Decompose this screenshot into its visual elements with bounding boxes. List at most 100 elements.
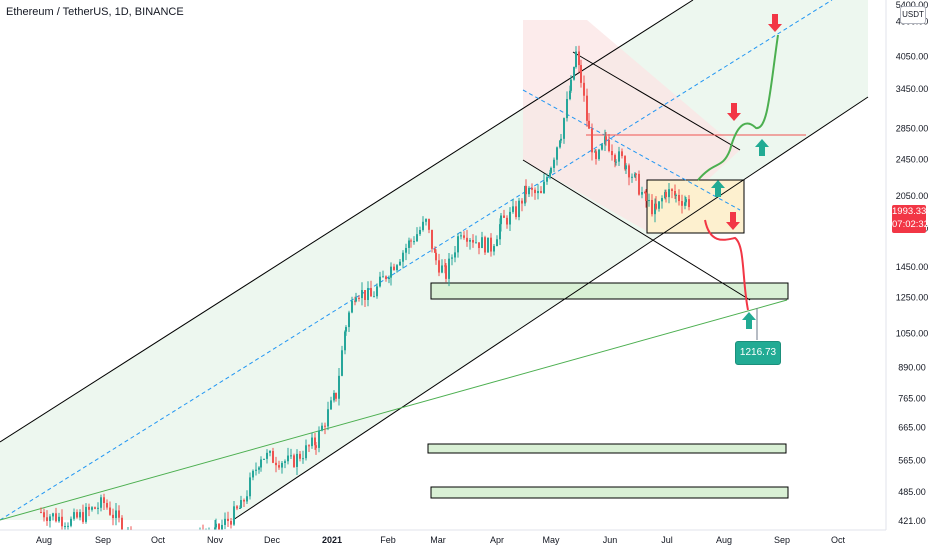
candle-body — [524, 185, 526, 204]
candle-body — [405, 247, 407, 253]
price-tick-15: 485.00 — [898, 487, 926, 497]
candle-body — [399, 261, 401, 266]
candle-body — [52, 513, 54, 517]
time-axis-panel — [0, 530, 886, 550]
candle-body — [625, 165, 627, 170]
candle-body — [341, 350, 343, 376]
candle-body — [373, 296, 375, 298]
time-tick-12: Aug — [716, 535, 732, 545]
candle-body — [230, 520, 232, 525]
candle-body — [236, 506, 238, 509]
candle-body — [64, 526, 66, 528]
candle-body — [665, 192, 667, 198]
candle-body — [419, 229, 421, 235]
candle-body — [351, 300, 353, 313]
candle-body — [466, 237, 468, 242]
price-tick-8: 1450.00 — [896, 262, 929, 272]
price-tick-16: 421.00 — [898, 516, 926, 526]
candle-body — [221, 524, 223, 530]
price-tick-6: 2050.00 — [896, 191, 929, 201]
candle-body — [272, 451, 274, 463]
candle-body — [595, 151, 597, 160]
candle-body — [543, 181, 545, 194]
candle-body — [422, 221, 424, 230]
candle-body — [311, 437, 313, 447]
candle-body — [496, 239, 498, 247]
descending-channel-lower — [522, 159, 751, 301]
price-tick-5: 2450.00 — [896, 154, 929, 164]
candle-body — [472, 239, 474, 243]
candle-body — [73, 512, 75, 519]
price-tick-10: 1050.00 — [896, 328, 929, 338]
candle-body — [97, 507, 99, 509]
candle-body — [546, 177, 548, 182]
candle-body — [586, 95, 588, 121]
candle-body — [314, 437, 316, 446]
green-arrow-icon — [755, 139, 769, 156]
time-tick-13: Sep — [774, 535, 790, 545]
candle-body — [435, 252, 437, 261]
candle-body — [367, 288, 369, 300]
candle-body — [246, 496, 248, 502]
time-tick-0: Aug — [36, 535, 52, 545]
long-term-trendline — [0, 299, 788, 521]
candle-body — [478, 242, 480, 249]
candle-body — [553, 159, 555, 168]
candle-body — [560, 138, 562, 141]
candle-body — [648, 200, 650, 202]
candle-body — [330, 400, 332, 410]
candle-body — [431, 229, 433, 249]
bullish-scenario-path — [697, 34, 779, 181]
candle-body — [615, 161, 617, 163]
candle-body — [635, 173, 637, 175]
candle-body — [487, 237, 489, 253]
candle-body — [645, 192, 647, 201]
candle-body — [115, 510, 117, 519]
candle-body — [451, 257, 453, 259]
candle-body — [624, 156, 626, 170]
candle-body — [348, 312, 350, 328]
candle-body — [684, 202, 686, 206]
candle-body — [631, 176, 633, 178]
time-tick-1: Sep — [95, 535, 111, 545]
candle-body — [512, 206, 514, 212]
candle-body — [678, 194, 680, 202]
candle-body — [434, 248, 436, 253]
candle-body — [654, 203, 656, 215]
time-axis[interactable]: Aug Sep Oct Nov Dec 2021 Feb Mar Apr May Jun Jul Aug… — [36, 535, 846, 545]
time-tick-4: Dec — [264, 535, 281, 545]
candle-body — [239, 507, 241, 509]
time-tick-8: Apr — [490, 535, 504, 545]
candle-body — [628, 165, 630, 178]
candle-body — [583, 82, 585, 96]
currency-badge[interactable]: USDT — [900, 6, 926, 24]
candle-body — [540, 191, 542, 194]
candle-body — [67, 525, 69, 527]
candle-body — [215, 523, 217, 528]
candle-body — [40, 512, 42, 514]
candle-body — [438, 260, 440, 273]
candle-body — [249, 477, 251, 497]
candle-body — [308, 445, 310, 447]
current-price-tag: 1993.33 07:02:32 — [892, 205, 929, 233]
candle-body — [413, 241, 415, 243]
red-arrow-icon — [726, 212, 740, 230]
candle-body — [685, 199, 687, 203]
candle-body — [315, 445, 317, 448]
candle-body — [525, 185, 527, 195]
candle-body — [578, 51, 580, 66]
candle-body — [396, 265, 398, 271]
current-price: 1993.33 — [892, 206, 927, 217]
price-tick-3: 3450.00 — [896, 84, 929, 94]
candle-body — [563, 118, 565, 139]
candle-body — [358, 297, 360, 299]
price-tick-4: 2850.00 — [896, 123, 929, 133]
price-axis-panel — [886, 0, 932, 550]
candle-body — [58, 516, 60, 522]
price-tick-2: 4050.00 — [896, 51, 929, 61]
candle-body — [305, 445, 307, 459]
time-tick-6: Feb — [380, 535, 396, 545]
candle-body — [335, 392, 337, 399]
